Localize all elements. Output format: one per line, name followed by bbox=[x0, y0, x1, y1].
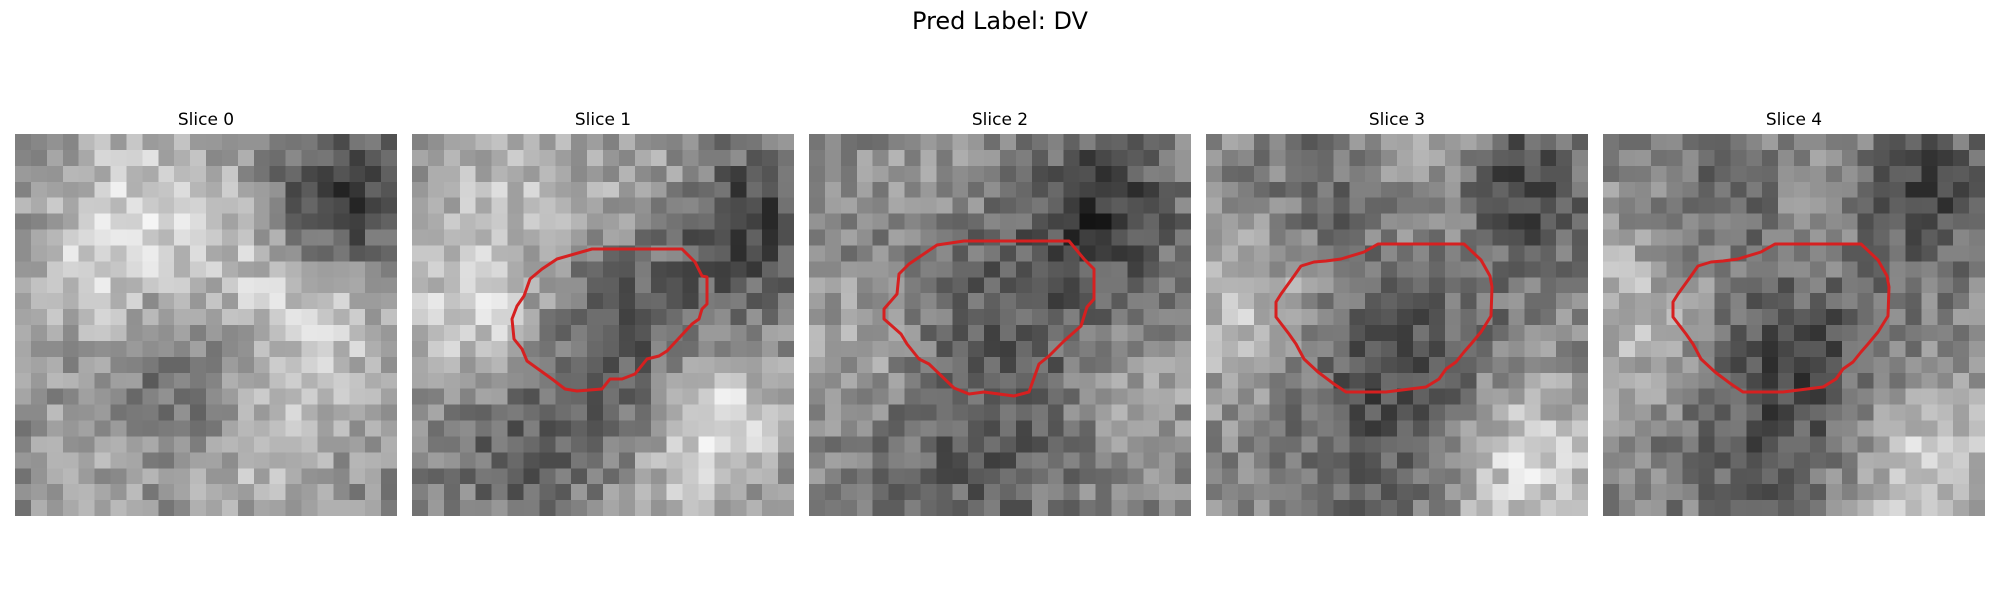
slice-title: Slice 0 bbox=[177, 110, 235, 130]
segmentation-contour bbox=[1274, 242, 1494, 394]
slice-image bbox=[1206, 134, 1588, 516]
segmentation-contour bbox=[1671, 242, 1891, 394]
slice-image bbox=[809, 134, 1191, 516]
slice-title: Slice 4 bbox=[1765, 110, 1823, 130]
slice-image bbox=[15, 134, 397, 516]
segmentation-contour bbox=[510, 247, 709, 393]
slice-title: Slice 2 bbox=[971, 110, 1029, 130]
figure-title: Pred Label: DV bbox=[912, 7, 1088, 35]
slice-title: Slice 1 bbox=[574, 110, 632, 130]
segmentation-contour bbox=[882, 239, 1096, 398]
slice-image bbox=[1603, 134, 1985, 516]
slice-image bbox=[412, 134, 794, 516]
slice-title: Slice 3 bbox=[1368, 110, 1426, 130]
